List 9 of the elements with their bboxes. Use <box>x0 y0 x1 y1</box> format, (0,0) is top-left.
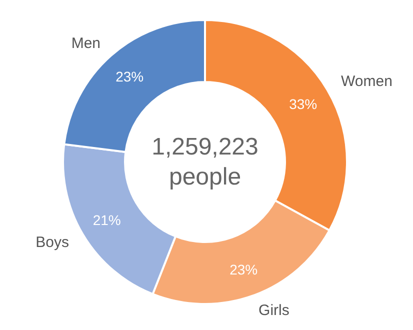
data-label: 23% <box>116 68 144 84</box>
data-label: 21% <box>92 212 121 228</box>
slice-label: Boys <box>36 234 70 251</box>
slice-label: Girls <box>258 302 290 320</box>
slice-label: Women <box>340 73 392 90</box>
slice-label: Men <box>71 34 101 52</box>
text: 1,259,223 people <box>152 134 258 190</box>
data-label: 23% <box>230 261 258 278</box>
data-label: 33% <box>289 96 318 112</box>
